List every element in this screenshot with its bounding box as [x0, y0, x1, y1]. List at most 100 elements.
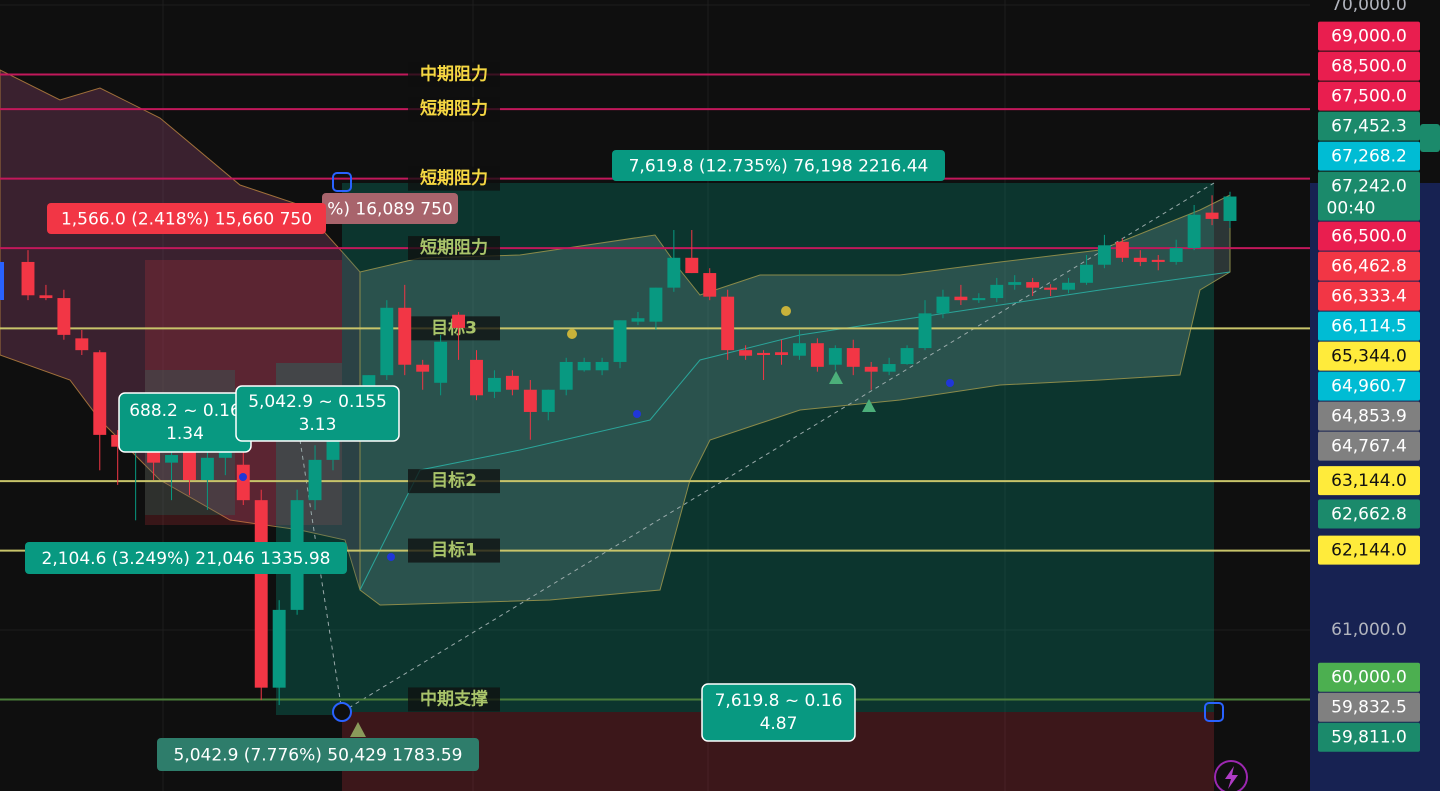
- button-icon[interactable]: [1225, 766, 1238, 789]
- candle-body: [39, 295, 53, 299]
- price-tag-label: 66,114.5: [1331, 317, 1407, 337]
- band: [359, 194, 1231, 606]
- candle-body: [864, 366, 878, 372]
- marker: [239, 473, 247, 481]
- candle-body: [882, 364, 896, 372]
- candle-body: [775, 352, 788, 356]
- range-box: [235, 385, 400, 442]
- price-tag-label: 64,767.4: [1331, 437, 1407, 457]
- candle-body: [846, 348, 860, 367]
- price-tag: [1318, 431, 1420, 461]
- level-label: 短期阻力: [420, 237, 488, 258]
- candle-body: [1223, 196, 1237, 221]
- level-label-bg: [408, 97, 500, 122]
- marker: [781, 306, 791, 316]
- price-tag-label: 68,500.0: [1331, 57, 1407, 77]
- price-tag-label: 66,333.4: [1331, 287, 1407, 307]
- price-tag-label: 66,500.0: [1331, 227, 1407, 247]
- candle-body: [990, 284, 1004, 299]
- price-tag-label: 69,000.0: [1331, 27, 1407, 47]
- candle-body: [954, 296, 968, 301]
- handle[interactable]: [1204, 702, 1224, 722]
- price-tag: [1318, 281, 1420, 311]
- level-label: 短期阻力: [420, 98, 488, 119]
- candle-body: [1187, 214, 1201, 249]
- tag-tab: [1420, 124, 1440, 152]
- candle-body: [254, 500, 268, 688]
- price-tag-label: 67,242.0: [1331, 177, 1407, 197]
- marker: [387, 553, 395, 561]
- measure-line: [341, 182, 1215, 713]
- level-label-bg: [408, 236, 500, 261]
- candle-body: [200, 457, 214, 481]
- level-label: 中期阻力: [420, 63, 488, 84]
- candle-body: [218, 452, 232, 458]
- price-tag-label: 64,853.9: [1331, 407, 1407, 427]
- lightning-button[interactable]: [1214, 760, 1248, 791]
- level-label-bg: [408, 469, 500, 494]
- candle-body: [505, 375, 519, 390]
- price-tag-label: 59,832.5: [1331, 698, 1407, 718]
- candle-body: [398, 307, 412, 365]
- candle-body: [57, 298, 71, 335]
- candle-body: [452, 314, 466, 328]
- marker: [829, 371, 843, 384]
- candle-body: [577, 361, 591, 371]
- grid: 70,000.0 61,000.0: [0, 0, 1407, 640]
- candles: [21, 191, 1237, 706]
- price-tag-label: 67,268.2: [1331, 147, 1407, 167]
- annotations: 7,619.8 (12.735%) 76,198 2216.44 %) 16,08…: [25, 150, 945, 771]
- candle-body: [559, 361, 573, 390]
- band-line: [359, 271, 1231, 591]
- candle-body: [757, 352, 771, 356]
- price-tag-countdown: 00:40: [1327, 199, 1376, 219]
- level-label-bg: [408, 538, 500, 563]
- annotation-text: 2,104.6 (3.249%) 21,046 1335.98: [42, 549, 331, 569]
- range-text: 688.2 ~ 0.16: [129, 401, 241, 421]
- price-tag-label: 63,144.0: [1331, 471, 1407, 491]
- candle-body: [828, 348, 842, 365]
- annotation-text: 1,566.0 (2.418%) 15,660 750: [61, 210, 312, 230]
- candle-body: [1169, 248, 1183, 262]
- candle-body: [236, 464, 250, 501]
- candle-body: [1097, 245, 1111, 265]
- price-tag: [1318, 692, 1420, 722]
- candle-body: [1133, 257, 1147, 262]
- candle-body: [1151, 259, 1165, 262]
- level-label-bg: [408, 62, 500, 87]
- candle-body: [1008, 282, 1022, 285]
- candle-body: [380, 307, 394, 376]
- price-tag: [1318, 51, 1420, 81]
- price-tag: [1318, 251, 1420, 281]
- candle-body: [523, 389, 537, 412]
- candle-body: [739, 350, 753, 356]
- button-ring[interactable]: [1214, 760, 1248, 791]
- range-text: 3.13: [299, 415, 337, 435]
- candle-body: [972, 298, 986, 301]
- price-tag: [1318, 111, 1420, 141]
- price-tag: [1318, 171, 1420, 221]
- annotation-box: [322, 193, 458, 224]
- annotation-text: 7,619.8 (12.735%) 76,198 2216.44: [629, 157, 929, 177]
- candle-body: [900, 348, 914, 365]
- price-tag: [1318, 221, 1420, 251]
- candle-body: [667, 257, 681, 288]
- candle-body: [703, 273, 717, 297]
- handle[interactable]: [332, 702, 352, 722]
- candle-body: [470, 359, 483, 396]
- price-tag: [1318, 141, 1420, 171]
- candle-body: [721, 296, 735, 351]
- price-tag: [1318, 722, 1420, 752]
- level-label: 目标2: [431, 470, 477, 491]
- handle[interactable]: [332, 172, 352, 192]
- range-box: [701, 683, 856, 742]
- price-tag: [1318, 499, 1420, 529]
- price-tags: 69,000.0 68,500.0 67,500.0 67,452.3 67,268.2…: [1318, 21, 1420, 752]
- candle-body: [792, 343, 806, 356]
- price-tag-label: 67,500.0: [1331, 87, 1407, 107]
- range-text: 4.87: [760, 714, 798, 734]
- marker: [350, 722, 366, 737]
- price-tag-label: 66,462.8: [1331, 257, 1407, 277]
